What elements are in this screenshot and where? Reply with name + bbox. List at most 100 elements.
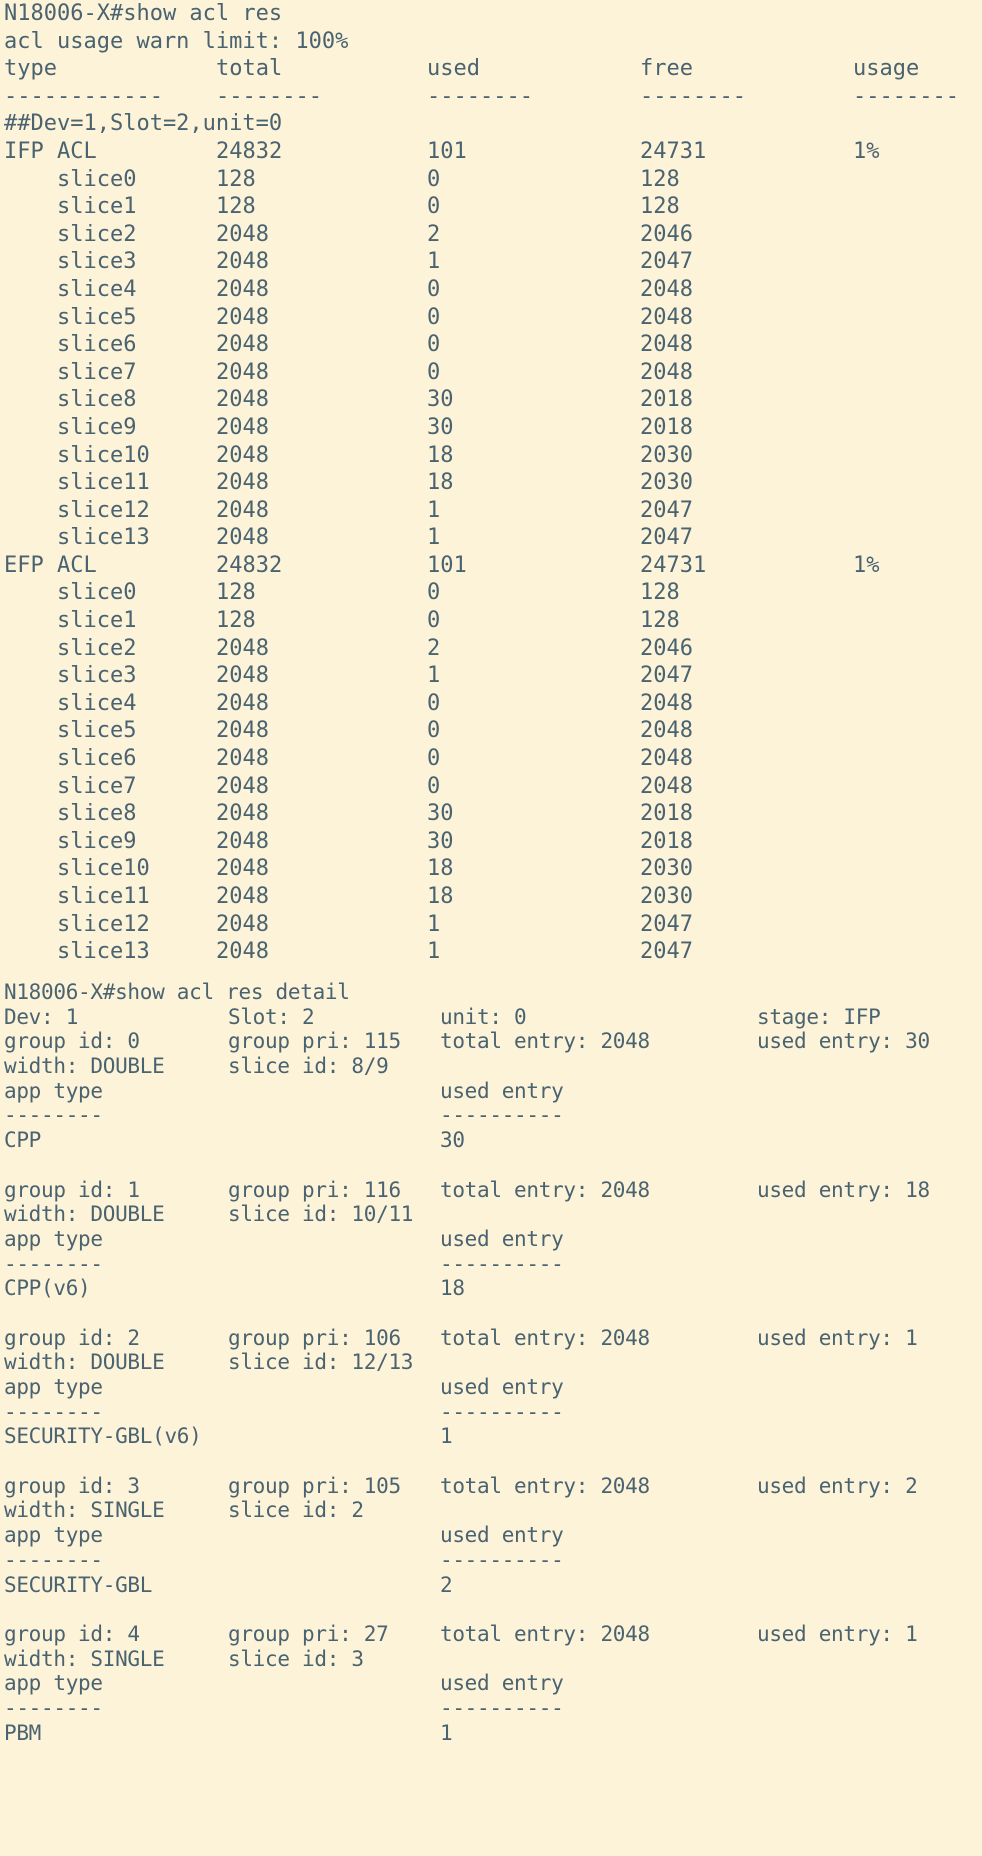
table-row-cell: 2030 — [640, 442, 693, 468]
group-info-line-cell: total entry: 2048 — [440, 1029, 650, 1054]
table-row-cell: slice12 — [4, 497, 150, 523]
table-row-cell: 2018 — [640, 801, 693, 827]
group-info-line-cell: used entry: 1 — [757, 1325, 918, 1350]
table-row-cell: 2048 — [216, 884, 269, 909]
group-info-line-cell: total entry: 2048 — [440, 1473, 650, 1498]
table-row-cell: 2048 — [216, 856, 269, 882]
table-row-cell: 24731 — [640, 552, 707, 578]
table-row-cell: 1 — [427, 911, 441, 937]
app-header-cell: used entry — [440, 1523, 564, 1548]
table-row-cell: 128 — [216, 166, 256, 192]
table-row-cell: 0 — [427, 608, 441, 634]
table-row-cell: 24832 — [216, 552, 283, 578]
table-row-cell: 2046 — [640, 635, 693, 661]
table-header-cell: used — [427, 56, 480, 82]
group-info-line-cell: total entry: 2048 — [440, 1325, 650, 1350]
table-row-cell: 1% — [853, 138, 880, 164]
table-divider-cell: ------------ — [4, 83, 163, 109]
table-row-cell: slice2 — [4, 635, 137, 661]
app-header-cell: app type — [4, 1375, 103, 1399]
app-row-cell: 18 — [440, 1276, 465, 1301]
app-row-cell: SECURITY-GBL — [4, 1572, 153, 1597]
group-info-line-cell: group id: 2 — [4, 1325, 140, 1350]
table-row-cell: 2018 — [640, 828, 693, 854]
app-header-cell: used entry — [440, 1226, 564, 1251]
table-row-cell: slice1 — [4, 194, 137, 220]
app-row-cell: PBM — [4, 1720, 42, 1745]
group-width-line-cell: slice id: 8/9 — [228, 1054, 389, 1079]
table-row-cell: 2048 — [640, 276, 693, 302]
table-row-cell: 24832 — [216, 138, 283, 164]
app-row-cell: CPP(v6) — [4, 1276, 91, 1301]
table-row-cell: 0 — [427, 359, 441, 385]
group-info-line-cell: total entry: 2048 — [440, 1177, 650, 1202]
table-row-cell: 2048 — [216, 276, 269, 302]
table-row-cell: 30 — [427, 387, 454, 413]
app-header-cell: app type — [4, 1078, 103, 1103]
table-row-cell: 2048 — [216, 414, 269, 440]
table-row-cell: 2030 — [640, 470, 693, 496]
app-row-cell: CPP — [4, 1128, 42, 1153]
table-row-cell: slice11 — [4, 470, 150, 496]
table-row-cell: slice0 — [4, 580, 137, 606]
table-row-cell: 2047 — [640, 525, 693, 551]
table-row-cell: 128 — [640, 194, 680, 220]
table-row-cell: 2048 — [216, 828, 269, 854]
table-row-cell: slice10 — [4, 442, 150, 468]
table-row-cell: 2030 — [640, 856, 693, 882]
table-row-cell: slice4 — [4, 276, 137, 302]
table-row-cell: 18 — [427, 884, 454, 909]
device-line-cell: ##Dev=1,Slot=2,unit=0 — [4, 111, 283, 137]
table-row-cell: slice8 — [4, 387, 137, 413]
table-row-cell: 18 — [427, 442, 454, 468]
group-width-line-cell: width: DOUBLE — [4, 1054, 165, 1079]
group-info-line-cell: group pri: 116 — [228, 1177, 401, 1202]
detail-header-cell: stage: IFP — [757, 1004, 881, 1029]
table-row-cell: 2048 — [216, 470, 269, 496]
app-divider-cell: ---------- — [440, 1399, 564, 1424]
table-row-cell: 2048 — [216, 359, 269, 385]
table-row-cell: 1 — [427, 939, 441, 965]
table-row-cell: 2047 — [640, 939, 693, 965]
table-row-cell: slice0 — [4, 166, 137, 192]
table-row-cell: 18 — [427, 470, 454, 496]
table-divider-cell: -------- — [216, 83, 322, 109]
table-row-cell: 1 — [427, 525, 441, 551]
group-info-line-cell: group pri: 106 — [228, 1325, 401, 1350]
group-info-line-cell: used entry: 30 — [757, 1029, 930, 1054]
table-row-cell: slice10 — [4, 856, 150, 882]
group-width-line-cell: slice id: 10/11 — [228, 1202, 414, 1227]
table-row-cell: slice3 — [4, 249, 137, 275]
group-width-line-cell: width: SINGLE — [4, 1498, 165, 1523]
table-row-cell: 1 — [427, 663, 441, 689]
table-row-cell: 0 — [427, 773, 441, 799]
table-row-cell: 2048 — [216, 221, 269, 247]
table-row-cell: slice5 — [4, 304, 137, 330]
table-header-cell: type — [4, 56, 57, 82]
group-info-line-cell: group pri: 115 — [228, 1029, 401, 1054]
table-row-cell: 2030 — [640, 884, 693, 909]
table-row-cell: 2047 — [640, 497, 693, 523]
group-info-line-cell: total entry: 2048 — [440, 1621, 650, 1646]
table-row-cell: 0 — [427, 580, 441, 606]
table-row-cell: 2048 — [640, 746, 693, 772]
command-line-cell: N18006-X#show acl res — [4, 1, 283, 26]
table-row-cell: 2048 — [216, 801, 269, 827]
table-row-cell: 2 — [427, 635, 441, 661]
table-divider-cell: -------- — [853, 83, 959, 109]
table-row-cell: slice6 — [4, 332, 137, 358]
table-row-cell: 2048 — [216, 332, 269, 358]
app-divider-cell: ---------- — [440, 1103, 564, 1128]
group-width-line-cell: width: DOUBLE — [4, 1202, 165, 1227]
table-row-cell: 2048 — [216, 690, 269, 716]
table-row-cell: 2048 — [640, 304, 693, 330]
table-row-cell: 128 — [640, 166, 680, 192]
table-row-cell: 2048 — [216, 773, 269, 799]
table-row-cell: 0 — [427, 332, 441, 358]
group-info-line-cell: used entry: 1 — [757, 1621, 918, 1646]
table-row-cell: IFP ACL — [4, 138, 97, 164]
table-row-cell: slice7 — [4, 773, 137, 799]
table-divider-cell: -------- — [640, 83, 746, 109]
table-row-cell: 2048 — [216, 663, 269, 689]
detail-header-cell: Slot: 2 — [228, 1004, 315, 1029]
